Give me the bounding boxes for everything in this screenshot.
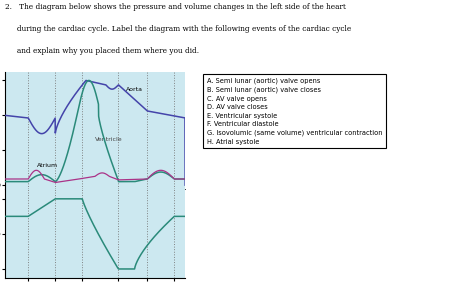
Text: and explain why you placed them where you did.: and explain why you placed them where yo… xyxy=(5,47,199,55)
Text: A. Semi lunar (aortic) valve opens
B. Semi lunar (aortic) valve closes
C. AV val: A. Semi lunar (aortic) valve opens B. Se… xyxy=(207,78,383,145)
Text: Aorta: Aorta xyxy=(126,87,143,92)
Text: during the cardiac cycle. Label the diagram with the following events of the car: during the cardiac cycle. Label the diag… xyxy=(5,25,351,33)
Text: Atrium: Atrium xyxy=(37,163,58,168)
Text: Ventricle: Ventricle xyxy=(95,137,123,143)
Text: 2.   The diagram below shows the pressure and volume changes in the left side of: 2. The diagram below shows the pressure … xyxy=(5,3,346,11)
